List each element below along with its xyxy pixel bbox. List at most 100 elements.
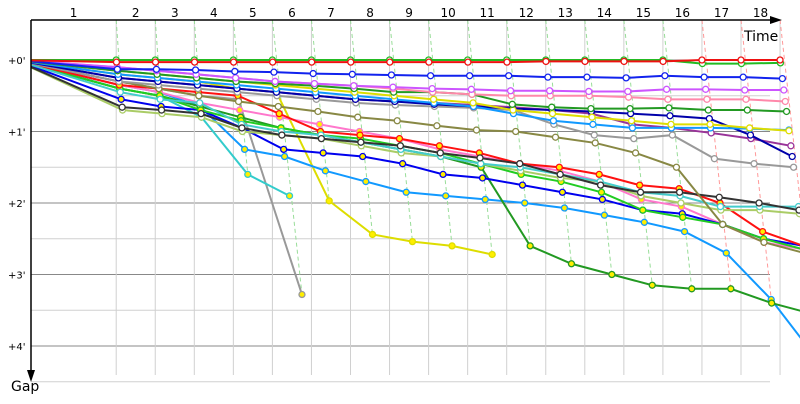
x-tick-label: 5	[249, 6, 257, 20]
lap-line	[662, 19, 693, 289]
data-point	[556, 170, 564, 179]
x-tick-label: 16	[675, 6, 690, 20]
data-point	[503, 58, 511, 66]
data-point	[704, 106, 712, 114]
data-point	[742, 95, 750, 103]
data-point	[715, 193, 723, 201]
data-point	[356, 131, 364, 139]
data-point	[549, 117, 558, 125]
data-point	[386, 58, 394, 66]
y-axis-label: Gap	[11, 379, 39, 395]
data-point	[659, 57, 667, 66]
data-point	[436, 149, 444, 157]
data-point	[787, 142, 795, 150]
data-point	[768, 299, 776, 307]
data-point	[551, 133, 560, 141]
data-point	[526, 242, 534, 250]
data-point	[435, 142, 444, 150]
data-point	[639, 206, 647, 214]
data-point	[190, 58, 199, 66]
data-point	[402, 188, 410, 196]
data-point	[789, 163, 798, 171]
data-point	[631, 149, 640, 157]
data-point	[542, 57, 550, 66]
x-tick-label: 2	[132, 6, 140, 20]
data-point	[555, 163, 563, 171]
data-point	[590, 131, 598, 139]
data-point	[408, 237, 417, 246]
data-point	[624, 87, 632, 96]
data-point	[706, 120, 714, 128]
data-point	[389, 83, 397, 91]
x-axis-label: Time	[743, 29, 778, 45]
data-point	[398, 160, 407, 168]
data-point	[755, 199, 763, 207]
data-point	[310, 79, 319, 88]
data-point	[428, 84, 436, 93]
data-point	[476, 154, 484, 162]
x-tick-label: 8	[366, 6, 374, 20]
x-tick-label: 4	[210, 6, 218, 20]
data-point	[271, 77, 279, 86]
data-point	[567, 260, 576, 268]
data-point	[705, 114, 713, 123]
data-point	[661, 72, 669, 80]
data-point	[665, 104, 673, 112]
lap-line	[467, 19, 493, 255]
lap-line	[701, 19, 732, 289]
series-line	[30, 60, 787, 83]
data-point	[788, 152, 796, 161]
data-point	[558, 188, 567, 196]
data-point	[585, 87, 593, 96]
data-point	[628, 124, 637, 132]
data-point	[675, 188, 684, 196]
data-point	[231, 67, 239, 76]
data-point	[544, 73, 552, 81]
data-point	[672, 163, 681, 171]
data-point	[662, 85, 671, 93]
y-tick-labels: +0' +1' +2' +3' +4'	[8, 56, 26, 353]
data-point	[680, 227, 689, 236]
lap-line	[428, 19, 453, 246]
data-point	[622, 74, 630, 82]
y-tick-label: +0'	[8, 56, 26, 67]
data-point	[196, 99, 204, 107]
x-tick-label: 1	[70, 6, 78, 20]
data-point	[280, 152, 289, 161]
data-point	[469, 99, 477, 107]
data-point	[776, 56, 784, 64]
data-point	[624, 93, 633, 101]
data-point	[244, 170, 252, 179]
x-axis-arrow	[770, 16, 782, 24]
data-point	[716, 202, 725, 211]
series-line	[30, 56, 784, 66]
data-point	[746, 131, 755, 139]
data-point	[750, 160, 758, 168]
data-point	[703, 95, 711, 103]
data-point	[362, 177, 370, 186]
data-point	[664, 95, 672, 103]
data-point	[635, 181, 644, 189]
data-point	[348, 70, 356, 78]
series-line	[30, 60, 788, 96]
lap-line	[545, 19, 572, 264]
data-point	[737, 56, 745, 64]
lap-line	[193, 19, 203, 118]
data-point	[560, 204, 569, 212]
data-point	[548, 109, 557, 118]
data-point	[240, 145, 249, 154]
x-tick-label: 13	[558, 6, 573, 20]
lap-line	[310, 19, 330, 201]
x-tick-label: 6	[288, 6, 296, 20]
data-point	[739, 73, 747, 81]
data-point	[627, 117, 636, 125]
x-tick-label: 11	[480, 6, 495, 20]
data-point	[668, 131, 677, 139]
data-point	[359, 152, 367, 161]
data-point	[745, 124, 754, 132]
x-tick-label: 18	[753, 6, 768, 20]
data-point	[269, 58, 277, 66]
data-point	[512, 127, 520, 136]
axes: Time Gap	[11, 16, 782, 395]
data-point	[465, 72, 474, 80]
